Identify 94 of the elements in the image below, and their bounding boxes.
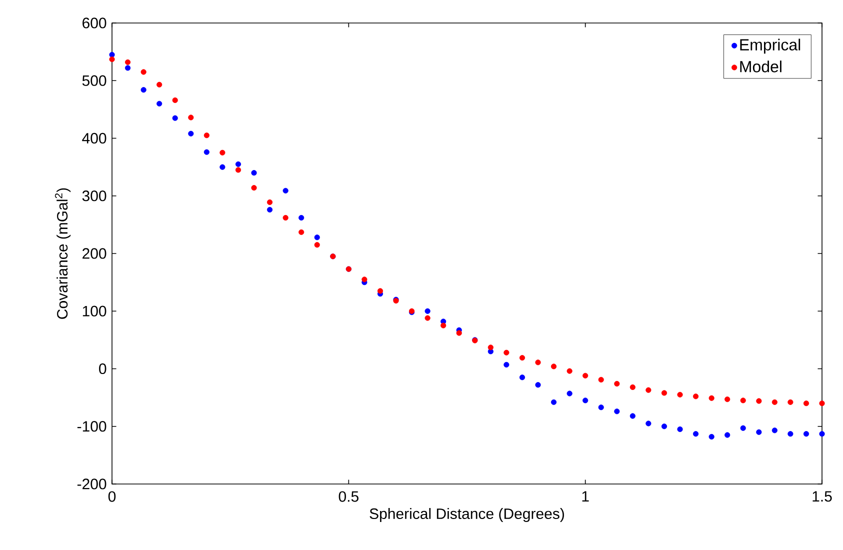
point [266, 199, 273, 206]
legend-label: Emprical [740, 38, 800, 54]
y-axis-title: Covariance (mGal$^{2}$) [54, 188, 71, 319]
point [188, 130, 194, 136]
point [630, 413, 636, 419]
point [550, 364, 557, 370]
point [708, 395, 714, 401]
point [504, 362, 510, 368]
y-tick-label: 100 [82, 306, 106, 316]
point [566, 390, 572, 396]
y-tick-label: 600 [82, 18, 106, 28]
legend-label: Model [740, 60, 782, 72]
y-tick-label: 500 [82, 75, 106, 86]
point [582, 372, 588, 378]
point [251, 185, 257, 191]
point [819, 400, 825, 406]
point [235, 167, 242, 173]
point [692, 431, 699, 437]
point [598, 376, 604, 382]
point [772, 399, 778, 405]
point [677, 392, 683, 398]
point [298, 214, 304, 221]
point [109, 56, 115, 62]
point [661, 390, 668, 396]
point [314, 242, 320, 248]
y-tick-label: 0 [99, 363, 106, 374]
point [172, 115, 178, 121]
point [740, 398, 746, 404]
x-tick-label: 1 [582, 491, 589, 502]
point [803, 431, 810, 437]
point [582, 398, 588, 404]
point [756, 398, 762, 404]
point [440, 322, 446, 328]
point [124, 65, 131, 71]
point [819, 431, 825, 437]
point [692, 394, 699, 400]
point [740, 425, 746, 431]
point [488, 344, 494, 350]
y-tick-label: -200 [77, 478, 106, 490]
point [220, 164, 226, 170]
point [614, 408, 620, 414]
point [172, 97, 178, 104]
point [566, 368, 572, 374]
point [630, 384, 636, 390]
point [266, 206, 273, 213]
point [377, 288, 384, 294]
point [424, 315, 430, 321]
point [282, 214, 288, 221]
point [362, 276, 368, 282]
point [504, 350, 510, 356]
point [204, 132, 210, 138]
point [535, 360, 541, 366]
point [550, 399, 557, 405]
y-tick-label: 300 [82, 190, 106, 202]
point [646, 420, 652, 426]
point [109, 52, 115, 58]
point [598, 404, 604, 410]
point [724, 396, 730, 402]
y-tick-label: 400 [82, 132, 106, 144]
x-tick-label: 0.5 [338, 491, 358, 502]
point [788, 431, 794, 437]
point [314, 234, 320, 240]
point [282, 188, 288, 194]
point [251, 170, 257, 176]
y-tick-label: -100 [77, 421, 106, 432]
point [677, 426, 683, 432]
point [788, 399, 794, 405]
x-tick-label: 0 [108, 491, 116, 502]
point [756, 429, 762, 435]
point [204, 149, 210, 155]
point [156, 100, 162, 106]
point [140, 69, 146, 75]
point [220, 150, 226, 156]
point [646, 387, 652, 393]
point [803, 400, 810, 406]
point [708, 434, 714, 440]
point [772, 428, 778, 434]
point [188, 114, 194, 120]
x-tick-label: 1.5 [812, 491, 832, 502]
point [456, 330, 462, 336]
point [724, 432, 730, 438]
point [424, 308, 430, 314]
point [124, 59, 131, 65]
point [661, 424, 668, 430]
point [614, 380, 620, 387]
point [298, 229, 304, 235]
point [140, 87, 146, 93]
point [156, 82, 162, 88]
point [535, 382, 541, 388]
x-axis-title: Spherical Distance (Degrees) [370, 508, 564, 522]
y-tick-label: 200 [82, 248, 106, 259]
point [519, 374, 526, 380]
point [235, 161, 242, 167]
point [519, 355, 526, 361]
